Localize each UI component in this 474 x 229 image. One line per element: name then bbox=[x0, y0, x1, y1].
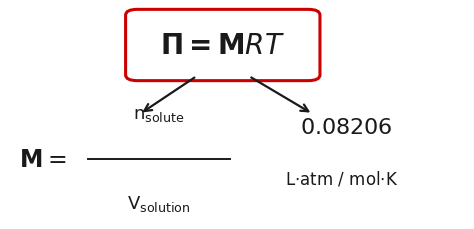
Text: $\mathrm{L{\cdot}atm\ /\ mol{\cdot}K}$: $\mathrm{L{\cdot}atm\ /\ mol{\cdot}K}$ bbox=[284, 169, 398, 188]
Text: $\mathrm{V}_{\mathrm{solution}}$: $\mathrm{V}_{\mathrm{solution}}$ bbox=[127, 193, 191, 213]
Text: $\mathbf{M}=$: $\mathbf{M}=$ bbox=[19, 147, 66, 171]
Text: $\mathbf{\Pi = M\mathit{RT}}$: $\mathbf{\Pi = M\mathit{RT}}$ bbox=[160, 32, 285, 60]
Text: $0.08206$: $0.08206$ bbox=[300, 117, 392, 137]
FancyBboxPatch shape bbox=[126, 10, 320, 81]
Text: $\mathrm{n}_{\mathrm{solute}}$: $\mathrm{n}_{\mathrm{solute}}$ bbox=[133, 106, 184, 123]
